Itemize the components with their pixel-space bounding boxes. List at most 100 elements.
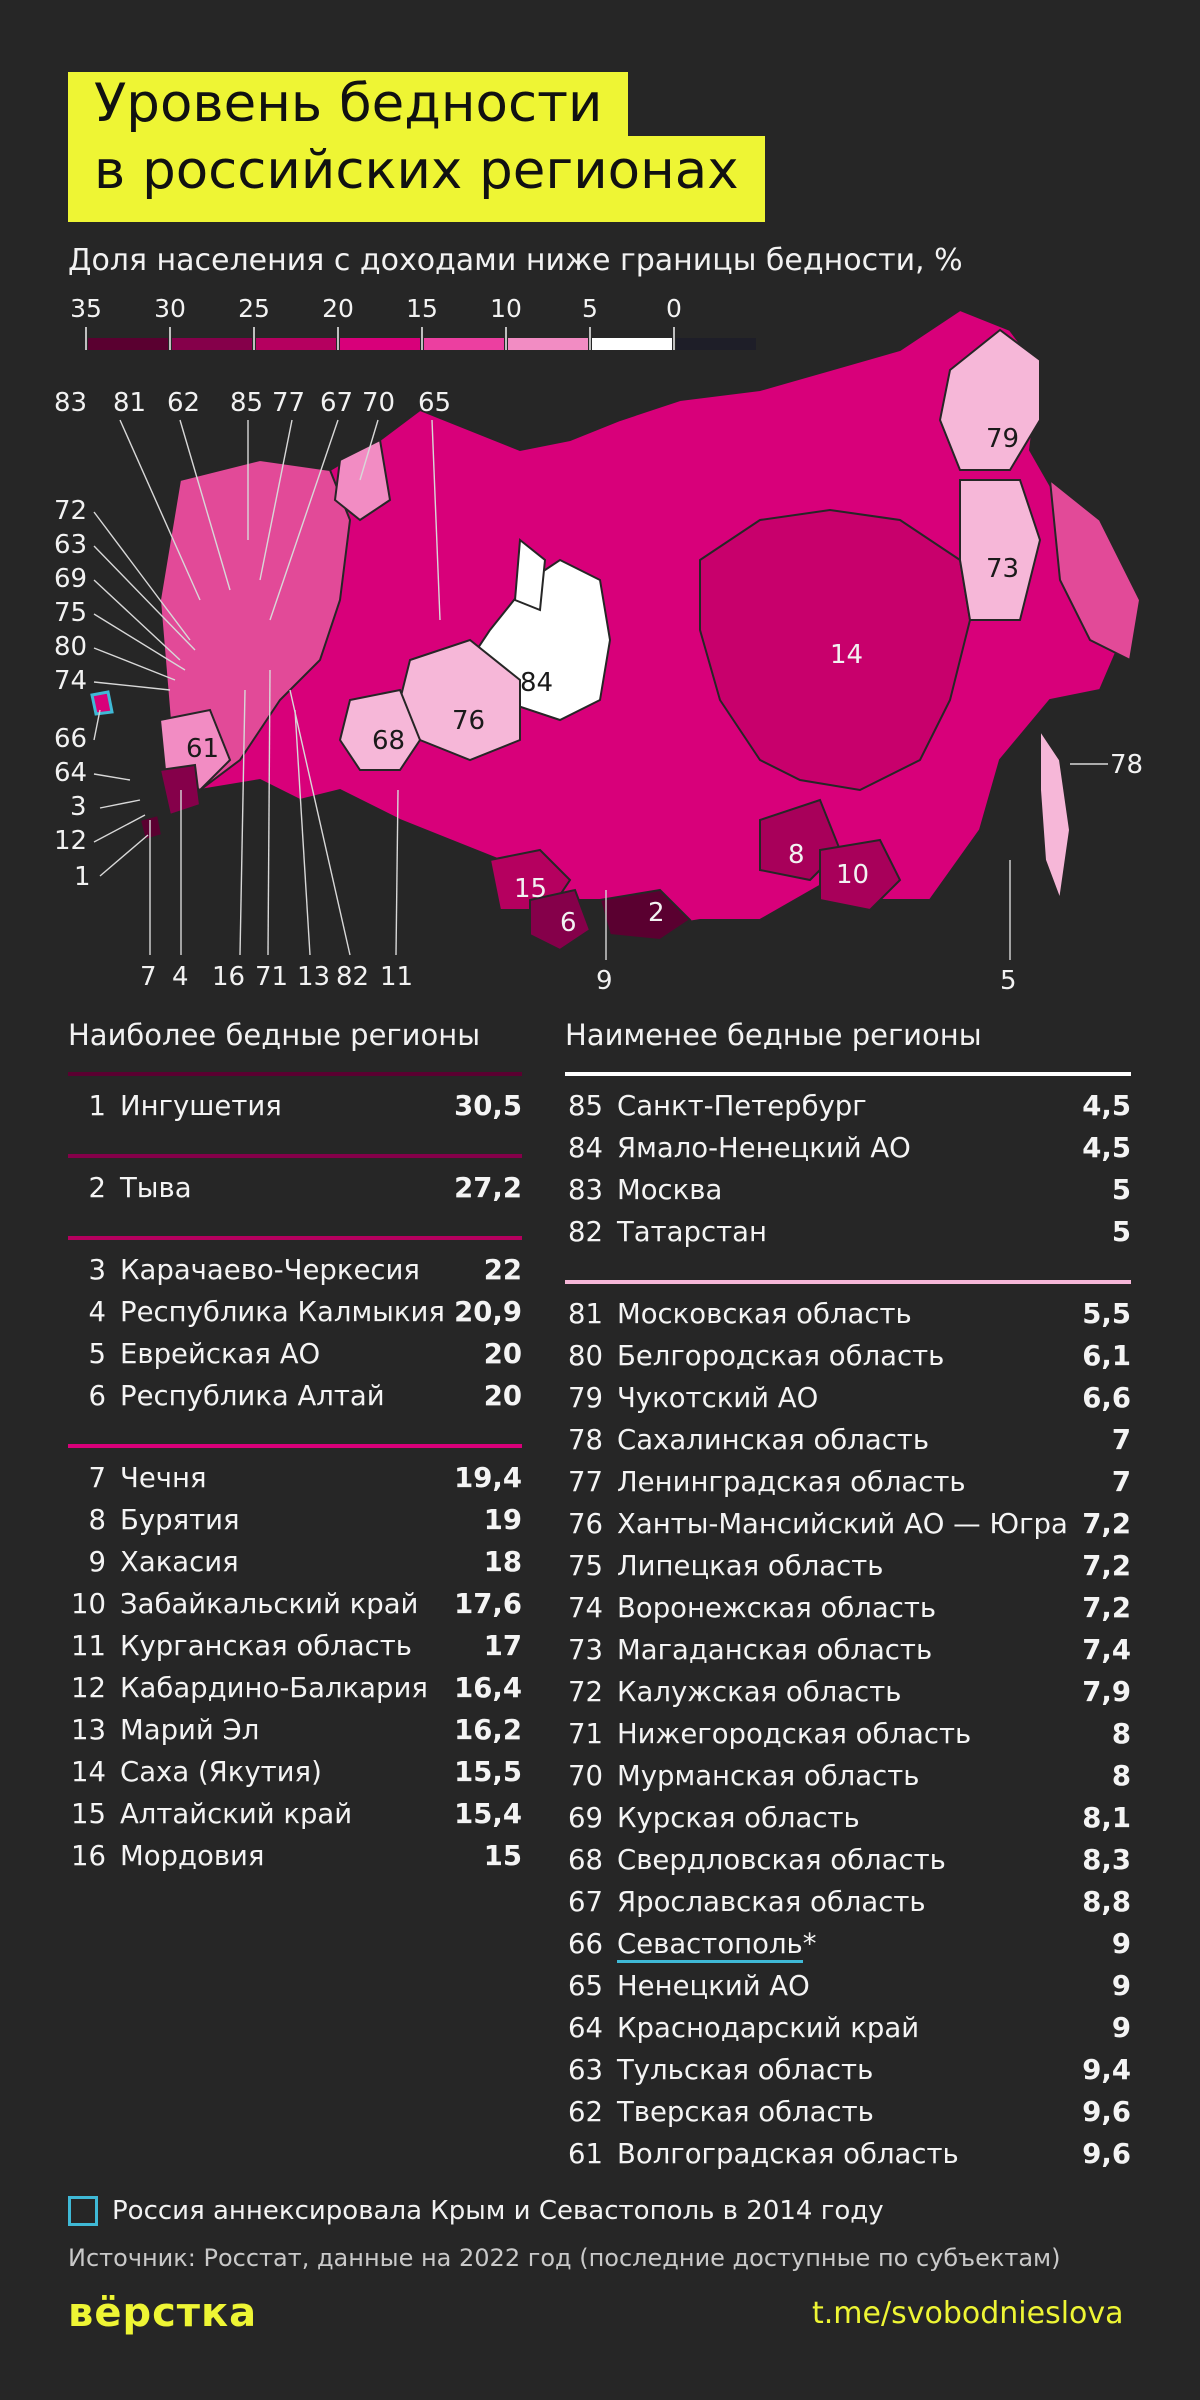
row-value: 16,4 bbox=[454, 1672, 522, 1704]
row-rank: 9 bbox=[88, 1546, 107, 1578]
row-region-name: Бурятия bbox=[120, 1504, 240, 1536]
row-region-name: Мордовия bbox=[120, 1840, 265, 1872]
row-region-name: Ленинградская область bbox=[617, 1466, 966, 1498]
row-rank: 15 bbox=[71, 1798, 106, 1830]
map-label: 62 bbox=[167, 388, 201, 418]
row-region-name: Калужская область bbox=[617, 1676, 902, 1708]
map-label: 4 bbox=[172, 962, 189, 992]
map-label: 69 bbox=[54, 564, 88, 594]
row-value: 9,4 bbox=[1082, 2054, 1131, 2086]
row-region-name: Сахалинская область bbox=[617, 1424, 930, 1456]
table-row: 7 Чечня 19,4 bbox=[68, 1458, 523, 1498]
row-value: 27,2 bbox=[454, 1172, 522, 1204]
table-row: 82 Татарстан 5 bbox=[565, 1212, 1131, 1252]
scale-tick bbox=[505, 327, 507, 350]
row-value: 9,6 bbox=[1082, 2138, 1131, 2170]
row-region-name: Хакасия bbox=[120, 1546, 239, 1578]
table-row: 62 Тверская область 9,6 bbox=[565, 2092, 1131, 2132]
map-label: 77 bbox=[272, 388, 306, 418]
scale-tick bbox=[337, 327, 339, 350]
map-label: 76 bbox=[452, 706, 486, 736]
brand-logo: вёрстка bbox=[68, 2290, 258, 2336]
title-line-1: Уровень бедности bbox=[68, 72, 629, 136]
table-row: 71 Нижегородская область 8 bbox=[565, 1714, 1131, 1754]
map-label: 66 bbox=[54, 724, 88, 754]
row-value: 9 bbox=[1111, 1970, 1131, 2002]
map-label: 83 bbox=[54, 388, 88, 418]
source-note: Источник: Росстат, данные на 2022 год (п… bbox=[68, 2244, 1061, 2272]
map-label: 63 bbox=[54, 530, 88, 560]
row-region-name: Чечня bbox=[120, 1462, 207, 1494]
row-region-name: Волгоградская область bbox=[617, 2138, 959, 2170]
map-region-6 bbox=[529, 888, 592, 952]
row-rank: 70 bbox=[568, 1760, 603, 1792]
table-row: 67 Ярославская область 8,8 bbox=[565, 1882, 1131, 1922]
scale-tick bbox=[253, 327, 255, 350]
row-rank: 2 bbox=[88, 1172, 107, 1204]
scale-segment bbox=[256, 338, 336, 350]
table-divider bbox=[565, 1072, 1131, 1076]
table-row: 72 Калужская область 7,9 bbox=[565, 1672, 1131, 1712]
row-region-name: Московская область bbox=[617, 1298, 912, 1330]
map-label: 70 bbox=[362, 388, 396, 418]
table-row: 84 Ямало-Ненецкий АО 4,5 bbox=[565, 1128, 1131, 1168]
row-rank: 8 bbox=[88, 1504, 107, 1536]
map-label: 7 bbox=[140, 962, 157, 992]
row-region-name: Тыва bbox=[120, 1172, 192, 1204]
row-rank: 16 bbox=[71, 1840, 106, 1872]
row-rank: 13 bbox=[71, 1714, 106, 1746]
map-region-14 bbox=[699, 508, 972, 792]
row-value: 7 bbox=[1111, 1466, 1131, 1498]
row-value: 5,5 bbox=[1082, 1298, 1131, 1330]
row-value: 7,4 bbox=[1082, 1634, 1131, 1666]
row-value: 4,5 bbox=[1082, 1132, 1131, 1164]
row-rank: 80 bbox=[568, 1340, 603, 1372]
row-region-name: Ханты-Мансийский АО — Югра bbox=[617, 1508, 1068, 1540]
row-rank: 12 bbox=[71, 1672, 106, 1704]
row-region-name: Мурманская область bbox=[617, 1760, 920, 1792]
table-row: 66 Севастополь* 9 bbox=[565, 1924, 1131, 1964]
table-row: 73 Магаданская область 7,4 bbox=[565, 1630, 1131, 1670]
table-row: 10 Забайкальский край 17,6 bbox=[68, 1584, 522, 1624]
row-value: 9,6 bbox=[1082, 2096, 1131, 2128]
row-region-name: Липецкая область bbox=[617, 1550, 884, 1582]
map-region-73 bbox=[959, 479, 1042, 621]
row-rank: 68 bbox=[568, 1844, 603, 1876]
table-divider bbox=[68, 1236, 522, 1240]
table-row: 79 Чукотский АО 6,6 bbox=[565, 1378, 1131, 1418]
table-row: 8 Бурятия 19 bbox=[68, 1500, 523, 1540]
map-region-10 bbox=[819, 838, 902, 912]
row-value: 8 bbox=[1111, 1760, 1131, 1792]
map-label: 84 bbox=[520, 668, 554, 698]
row-region-name: Забайкальский край bbox=[120, 1588, 419, 1620]
row-value: 22 bbox=[483, 1254, 522, 1286]
scale-segment bbox=[88, 338, 168, 350]
map-region-78 bbox=[1039, 726, 1072, 901]
row-rank: 14 bbox=[71, 1756, 106, 1788]
row-rank: 6 bbox=[88, 1380, 107, 1412]
map-region-1 bbox=[138, 813, 164, 842]
table-divider bbox=[68, 1154, 522, 1158]
scale-tick bbox=[673, 327, 675, 350]
row-rank: 78 bbox=[568, 1424, 603, 1456]
row-value: 20 bbox=[483, 1338, 522, 1370]
row-rank: 66 bbox=[568, 1928, 603, 1960]
map-label: 85 bbox=[230, 388, 264, 418]
row-region-name: Курская область bbox=[617, 1802, 860, 1834]
russia-map bbox=[90, 308, 1142, 952]
row-region-name: Краснодарский край bbox=[617, 2012, 920, 2044]
row-rank: 82 bbox=[568, 1216, 603, 1248]
row-value: 5 bbox=[1111, 1174, 1131, 1206]
row-value: 9 bbox=[1111, 1928, 1131, 1960]
map-region-79 bbox=[938, 328, 1041, 471]
map-label: 16 bbox=[212, 962, 246, 992]
table-row: 70 Мурманская область 8 bbox=[565, 1756, 1131, 1796]
table-row: 65 Ненецкий АО 9 bbox=[565, 1966, 1131, 2006]
map-label: 78 bbox=[1110, 750, 1144, 780]
table-row: 1 Ингушетия 30,5 bbox=[68, 1086, 523, 1126]
map-label: 79 bbox=[986, 424, 1020, 454]
row-rank: 76 bbox=[568, 1508, 603, 1540]
row-region-name: Тульская область bbox=[617, 2054, 874, 2086]
channel-link[interactable]: t.me/svobodnieslova bbox=[812, 2296, 1124, 2331]
scale-tick bbox=[85, 327, 87, 350]
